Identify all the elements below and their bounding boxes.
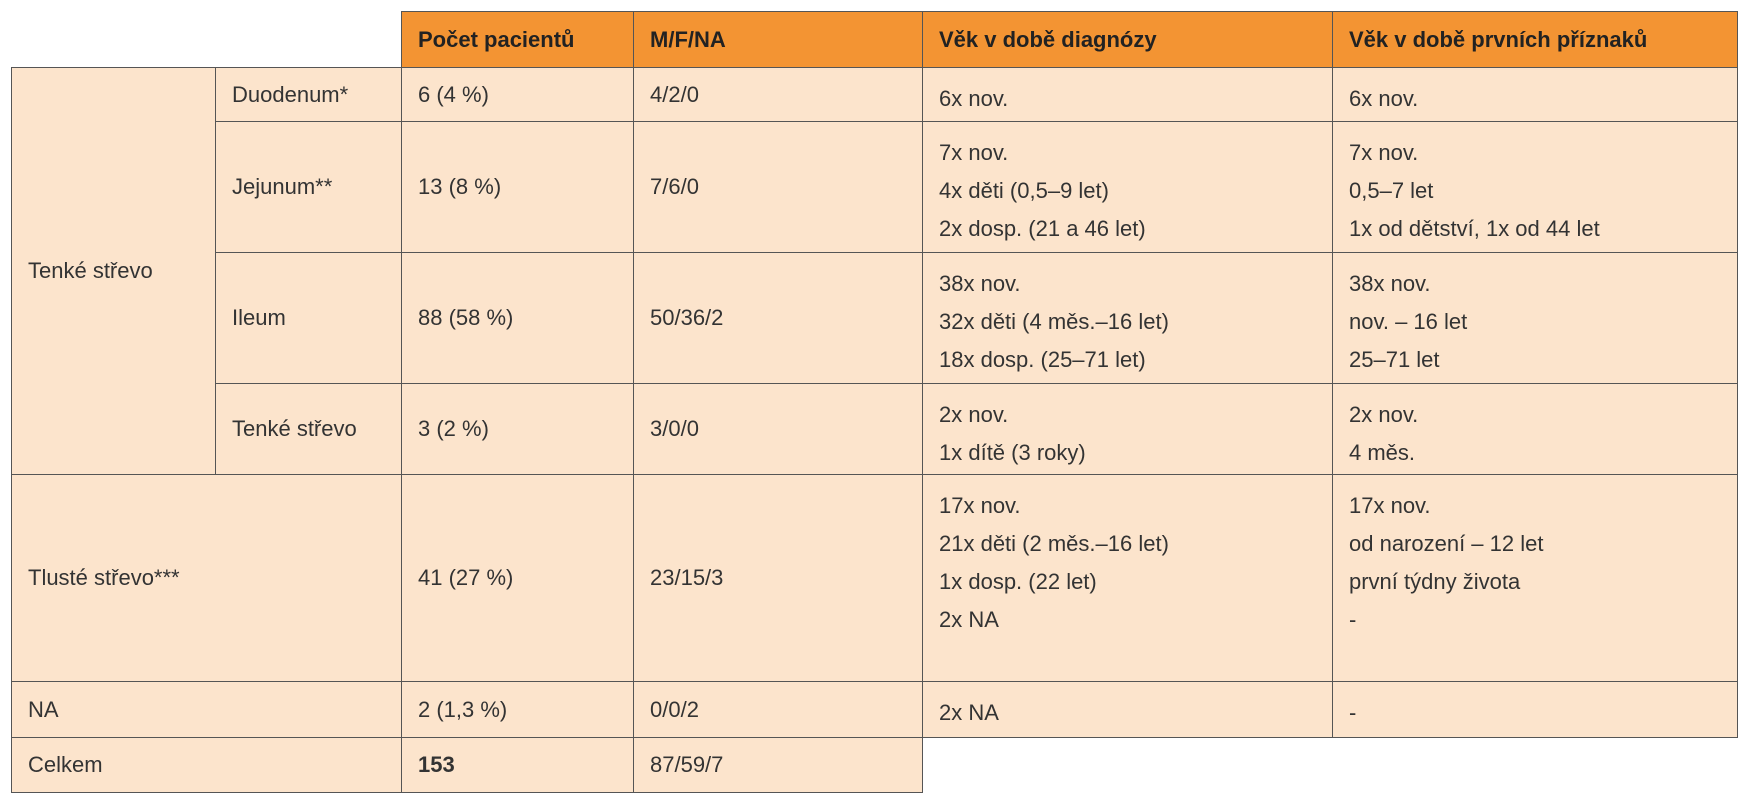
cell-line: 2x NA [939, 607, 999, 632]
cell: 6x nov. [922, 67, 1333, 122]
cell-line: 2x nov. [939, 402, 1009, 427]
cell-line: 2x dosp. (21 a 46 let) [939, 216, 1146, 241]
cell: 38x nov. nov. – 16 let 25–71 let [1332, 252, 1738, 384]
cell-line: 2x nov. [1349, 402, 1419, 427]
column-header: Počet pacientů [401, 11, 634, 68]
table-row: Tlusté střevo*** 41 (27 %) 23/15/3 17x nov.… [11, 474, 1738, 682]
row-label: Duodenum* [215, 67, 402, 122]
cell: 50/36/2 [633, 252, 923, 384]
table-row: Tenké střevo Duodenum* 6 (4 %) 4/2/0 6x nov.… [11, 67, 1738, 475]
cell: 6x nov. [1332, 67, 1738, 122]
cell: 2 (1,3 %) [401, 681, 634, 738]
total-patients: 153 [418, 752, 455, 777]
cell-line: nov. – 16 let [1349, 309, 1468, 334]
cell: 38x nov. 32x děti (4 měs.–16 let) 18x dosp… [922, 252, 1333, 384]
row-label: Tlusté střevo*** [11, 474, 402, 682]
table-row: Jejunum** 13 (8 %) 7/6/0 7x nov. 4x děti (0,… [12, 121, 1738, 253]
cell: 13 (8 %) [401, 121, 634, 253]
cell: 88 (58 %) [401, 252, 634, 384]
cell: 7x nov. 0,5–7 let 1x od dětství, 1x od 44 … [1332, 121, 1738, 253]
cell: 17x nov. od narození – 12 let první týdny … [1332, 474, 1738, 682]
cell-line: 17x nov. [939, 493, 1021, 518]
table-row: Celkem 153 87/59/7 [11, 737, 1738, 793]
cell-line: 21x děti (2 měs.–16 let) [939, 531, 1169, 556]
table-row: Tenké střevo 3 (2 %) 3/0/0 2x nov. 1x dítě (… [12, 383, 1738, 475]
row-label: Jejunum** [215, 121, 402, 253]
cell-line: 38x nov. [939, 271, 1021, 296]
cell: 7x nov. 4x děti (0,5–9 let) 2x dosp. (21 a… [922, 121, 1333, 253]
blank-cell [11, 11, 402, 68]
cell-line: 7x nov. [1349, 140, 1419, 165]
cell: 23/15/3 [633, 474, 923, 682]
cell: 17x nov. 21x děti (2 měs.–16 let) 1x dosp.… [922, 474, 1333, 682]
cell: 7/6/0 [633, 121, 923, 253]
cell-line: 0,5–7 let [1349, 178, 1434, 203]
row-label: Tenké střevo [215, 383, 402, 475]
cell-line: 4x děti (0,5–9 let) [939, 178, 1109, 203]
cell-line: 1x dítě (3 roky) [939, 440, 1086, 465]
data-table: Počet pacientů M/F/NA Věk v době diagnózy V… [11, 11, 1738, 793]
cell-line: 18x dosp. (25–71 let) [939, 347, 1146, 372]
cell-line: - [1349, 607, 1357, 632]
cell: 0/0/2 [633, 681, 923, 738]
cell-line: - [1349, 700, 1357, 725]
table-row: Ileum 88 (58 %) 50/36/2 38x nov. 32x děti (4… [12, 252, 1738, 384]
cell-line: první týdny života [1349, 569, 1521, 594]
cell-line: 1x dosp. (22 let) [939, 569, 1097, 594]
cell: 2x NA [922, 681, 1333, 738]
cell-line: 6x nov. [939, 86, 1009, 111]
row-label: NA [11, 681, 402, 738]
cell: 4/2/0 [633, 67, 923, 122]
cell-line: 38x nov. [1349, 271, 1431, 296]
cell-line: 32x děti (4 měs.–16 let) [939, 309, 1169, 334]
cell-line: 2x NA [939, 700, 999, 725]
cell: 41 (27 %) [401, 474, 634, 682]
cell: 2x nov. 1x dítě (3 roky) [922, 383, 1333, 475]
blank-cell [922, 737, 1738, 793]
table-row: NA 2 (1,3 %) 0/0/2 2x NA - [11, 681, 1738, 738]
column-header: Věk v době prvních příznaků [1332, 11, 1738, 68]
cell: 3/0/0 [633, 383, 923, 475]
cell: 153 [401, 737, 634, 793]
row-label: Celkem [11, 737, 402, 793]
row-label: Ileum [215, 252, 402, 384]
cell: 87/59/7 [633, 737, 923, 793]
cell: 6 (4 %) [401, 67, 634, 122]
column-header: Věk v době diagnózy [922, 11, 1333, 68]
cell-line: 7x nov. [939, 140, 1009, 165]
row-group-label: Tenké střevo [11, 67, 216, 475]
cell: 3 (2 %) [401, 383, 634, 475]
cell-line: 25–71 let [1349, 347, 1440, 372]
cell-line: od narození – 12 let [1349, 531, 1544, 556]
cell-line: 6x nov. [1349, 86, 1419, 111]
cell-line: 17x nov. [1349, 493, 1431, 518]
cell-line: 1x od dětství, 1x od 44 let [1349, 216, 1600, 241]
cell: - [1332, 681, 1738, 738]
cell-line: 4 měs. [1349, 440, 1416, 465]
cell: 2x nov. 4 měs. [1332, 383, 1738, 475]
table-row: Počet pacientů M/F/NA Věk v době diagnózy V… [11, 11, 1738, 68]
column-header: M/F/NA [633, 11, 923, 68]
